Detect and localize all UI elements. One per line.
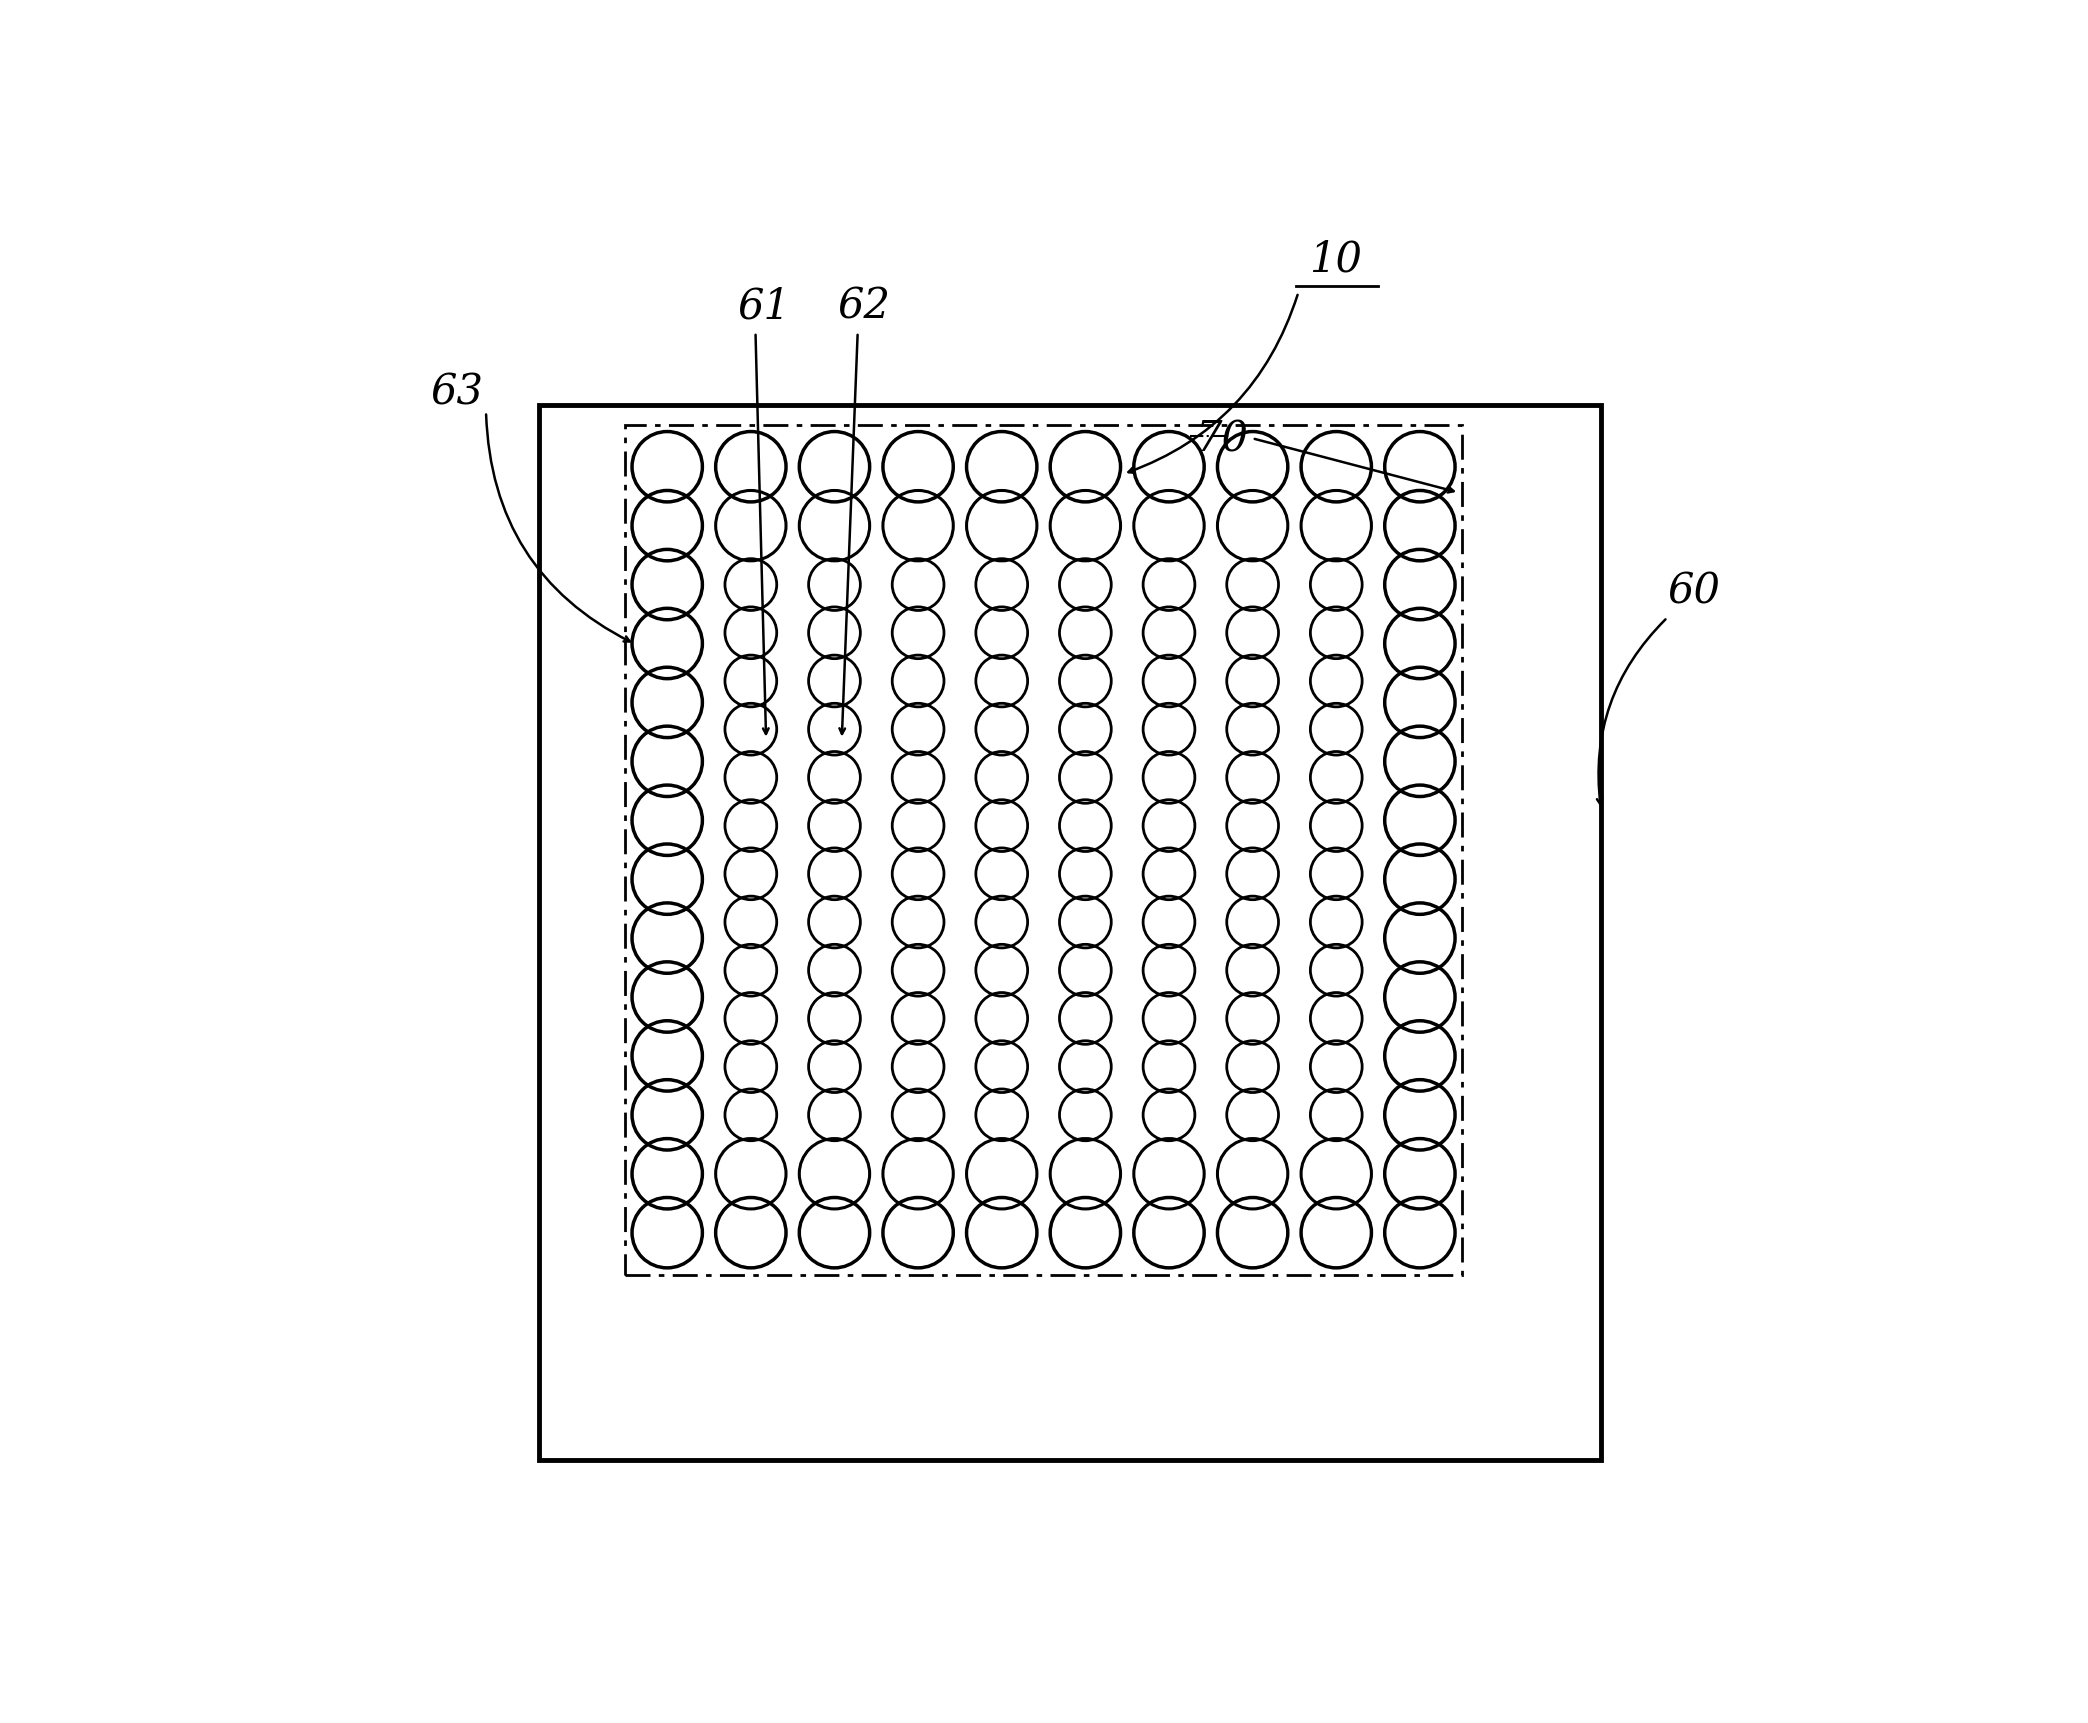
Text: 60: 60	[1668, 570, 1721, 612]
Text: 10: 10	[1309, 239, 1361, 281]
Text: 61: 61	[739, 286, 791, 327]
Bar	[626, 426, 1462, 1275]
Text: 62: 62	[837, 286, 892, 327]
Text: 70: 70	[1196, 419, 1249, 460]
Bar	[539, 405, 1601, 1461]
Text: 63: 63	[430, 372, 482, 414]
